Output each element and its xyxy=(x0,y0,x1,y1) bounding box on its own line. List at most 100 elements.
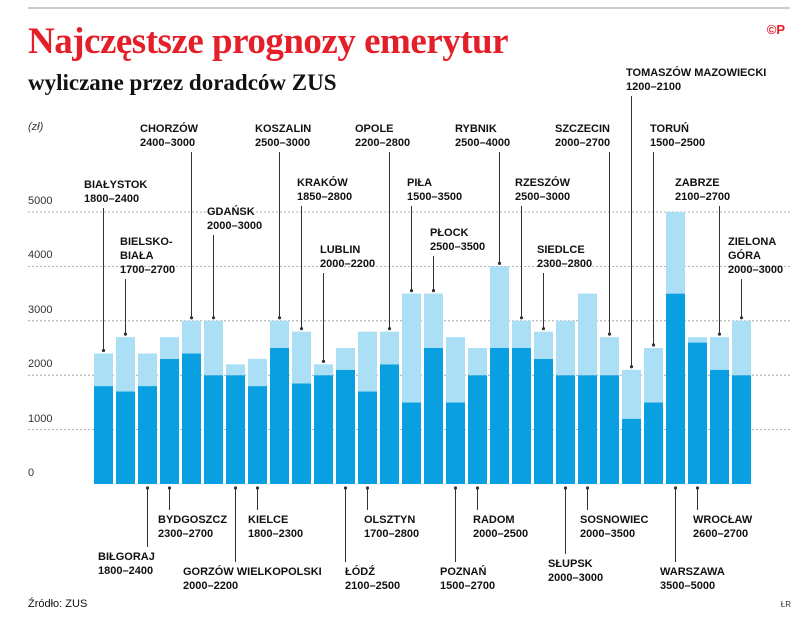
city-name: LUBLIN xyxy=(320,244,361,256)
bar-low xyxy=(116,391,135,484)
range-label: 2600–2700 xyxy=(693,528,749,540)
leader-dot xyxy=(673,486,678,490)
title: Najczęstsze prognozy emerytur xyxy=(28,21,509,62)
city-label: ZIELONA GÓRA 2000–3000 xyxy=(728,235,790,277)
city-name: RYBNIK xyxy=(455,123,497,135)
bar-high xyxy=(94,353,113,387)
bar-high xyxy=(446,337,465,403)
leader-dot xyxy=(519,316,524,320)
leader-dot xyxy=(541,327,546,331)
leader-dot xyxy=(255,486,260,490)
range-label: 2300–2700 xyxy=(158,528,214,540)
bar-low xyxy=(94,386,113,484)
source: Źródło: ZUS xyxy=(28,598,88,610)
range-label: 2400–3000 xyxy=(140,137,196,149)
bar-high xyxy=(358,331,377,392)
city-label: WROCŁAW 2600–2700 xyxy=(693,513,752,541)
city-name: RADOM xyxy=(473,514,515,526)
bar-low xyxy=(314,375,333,484)
range-label: 2500–3000 xyxy=(515,191,571,203)
bar-low xyxy=(490,348,509,484)
city-name: KRAKÓW xyxy=(297,177,348,189)
bar-high xyxy=(248,358,267,387)
leader-dot xyxy=(321,359,326,363)
city-name: TOMASZÓW MAZOWIECKI xyxy=(626,67,767,79)
bar-low xyxy=(644,402,663,484)
city-label: KRAKÓW 1850–2800 xyxy=(297,176,352,204)
city-name: KIELCE xyxy=(248,514,289,526)
range-label: 2000–2200 xyxy=(320,258,376,270)
range-label: 2200–2800 xyxy=(355,137,411,149)
leader-dot xyxy=(123,332,128,336)
city-label: BYDGOSZCZ 2300–2700 xyxy=(158,513,227,541)
bar-high xyxy=(578,293,597,376)
city-name: WROCŁAW xyxy=(693,514,753,526)
bar-high xyxy=(424,293,443,348)
range-label: 1500–3500 xyxy=(407,191,463,203)
leader-dot xyxy=(651,343,656,347)
range-label: 2300–2800 xyxy=(537,258,593,270)
city-name: OLSZTYN xyxy=(364,514,416,526)
city-label: SOSNOWIEC 2000–3500 xyxy=(580,513,648,541)
range-label: 1800–2400 xyxy=(84,193,140,205)
leader-dot xyxy=(475,486,480,490)
range-label: 2500–3500 xyxy=(430,241,486,253)
bar-high xyxy=(402,293,421,403)
bar-high xyxy=(490,266,509,348)
leader-dot xyxy=(189,316,194,320)
bar-low xyxy=(292,383,311,484)
city-name: PŁOCK xyxy=(430,227,469,239)
credit: ŁR xyxy=(780,600,791,609)
city-label: RADOM 2000–2500 xyxy=(473,513,528,541)
bar-high xyxy=(182,320,201,354)
range-label: 2000–2200 xyxy=(183,580,239,592)
bar-low xyxy=(556,375,575,484)
city-label: LUBLIN 2000–2200 xyxy=(320,243,375,271)
bar-high xyxy=(710,337,729,370)
bar-high xyxy=(666,212,685,294)
city-label: GORZÓW WIELKOPOLSKI 2000–2200 xyxy=(183,565,322,593)
bar-low xyxy=(622,418,641,484)
city-label: POZNAŃ 1500–2700 xyxy=(440,565,495,593)
city-name: RZESZÓW xyxy=(515,177,570,189)
bar-high xyxy=(732,320,751,376)
range-label: 1700–2800 xyxy=(364,528,420,540)
range-label: 3500–5000 xyxy=(660,580,716,592)
bar-low xyxy=(710,369,729,484)
range-label: 1850–2800 xyxy=(297,191,353,203)
city-name: SŁUPSK xyxy=(548,558,593,570)
bar-low xyxy=(226,375,245,484)
bar-high xyxy=(226,364,245,376)
unit-label: (zł) xyxy=(28,121,44,133)
city-name: GDAŃSK xyxy=(207,206,255,218)
leader-dot xyxy=(299,327,304,331)
leader-dot xyxy=(211,316,216,320)
leader-dot xyxy=(739,316,744,320)
city-name: BIŁGORAJ xyxy=(98,551,155,563)
city-name: SIEDLCE xyxy=(537,244,585,256)
bar-high xyxy=(600,337,619,376)
range-label: 1800–2300 xyxy=(248,528,304,540)
city-label: SZCZECIN 2000–2700 xyxy=(555,122,610,150)
city-name: PIŁA xyxy=(407,177,433,189)
bar-high xyxy=(512,320,531,348)
range-label: 2000–3000 xyxy=(548,572,604,584)
city-name: GORZÓW WIELKOPOLSKI xyxy=(183,566,322,578)
y-tick-label: 5000 xyxy=(28,195,53,207)
bar-high xyxy=(292,331,311,384)
city-name: SOSNOWIEC xyxy=(580,514,649,526)
city-name: TORUŃ xyxy=(650,123,689,135)
bar-low xyxy=(578,375,597,484)
city-name: CHORZÓW xyxy=(140,123,199,135)
leader-dot xyxy=(695,486,700,490)
bar-high xyxy=(622,369,641,419)
bar-low xyxy=(446,402,465,484)
bar-low xyxy=(270,348,289,484)
leader-dot xyxy=(277,316,282,320)
bar-high xyxy=(138,353,157,387)
city-name: ŁÓDŹ xyxy=(345,566,375,578)
bar-high xyxy=(380,331,399,365)
bar-high xyxy=(160,337,179,359)
